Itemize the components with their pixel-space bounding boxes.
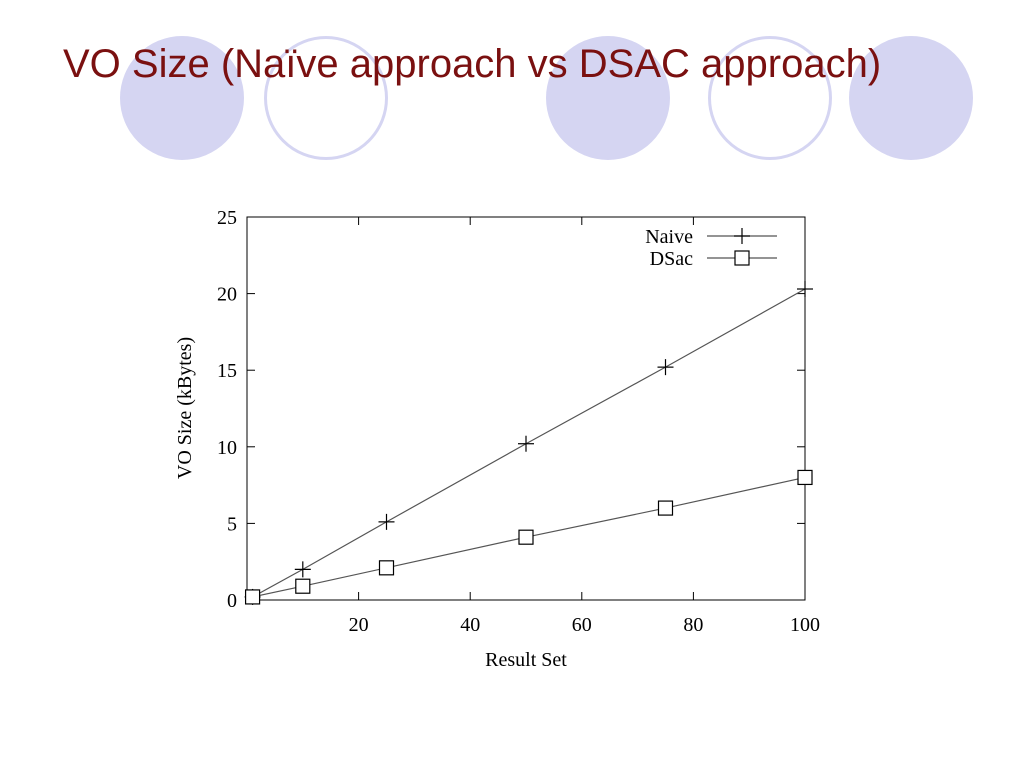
x-tick-label: 100 (790, 614, 820, 636)
data-point-square (244, 589, 261, 605)
data-point-plus (294, 561, 311, 578)
data-point-square (295, 578, 311, 594)
data-point-square (734, 250, 750, 266)
decorative-ring-2 (708, 36, 832, 160)
series-layer (244, 281, 813, 605)
x-axis-label: Result Set (485, 649, 567, 671)
y-tick-label: 20 (217, 284, 237, 306)
y-axis-label: VO Size (kBytes) (174, 337, 196, 479)
data-point-square (797, 469, 813, 486)
data-point-plus (378, 513, 395, 530)
series-dsac (244, 469, 813, 605)
series-line-naive (252, 288, 806, 598)
series-naive (244, 281, 813, 605)
data-point-plus (734, 228, 750, 244)
y-tick-label: 5 (227, 513, 237, 535)
data-point-plus (797, 281, 813, 298)
data-point-plus (518, 435, 534, 452)
decorative-ring-1 (264, 36, 388, 160)
x-tick-label: 60 (572, 614, 592, 636)
plot-area-frame (246, 216, 806, 601)
series-line-dsac (252, 476, 806, 598)
axes: 20 40 60 80 100 0 5 10 15 20 25 (217, 207, 820, 636)
decorative-circle-1 (120, 36, 244, 160)
data-point-square (518, 529, 534, 545)
y-tick-label: 0 (227, 590, 237, 612)
x-tick-label: 40 (460, 614, 480, 636)
x-tick-label: 20 (349, 614, 369, 636)
data-point-square (657, 500, 674, 516)
legend-label: DSac (650, 248, 693, 270)
slide-title: VO Size (Naïve approach vs DSAC approach… (63, 42, 882, 86)
x-tick-label: 80 (683, 614, 703, 636)
data-point-plus (657, 359, 674, 376)
data-point-square (378, 560, 395, 576)
decorative-circle-3 (849, 36, 973, 160)
legend-label: Naive (645, 226, 693, 248)
y-tick-label: 25 (217, 207, 237, 229)
y-tick-label: 10 (217, 437, 237, 459)
y-tick-label: 15 (217, 360, 237, 382)
decorative-circle-2 (546, 36, 670, 160)
